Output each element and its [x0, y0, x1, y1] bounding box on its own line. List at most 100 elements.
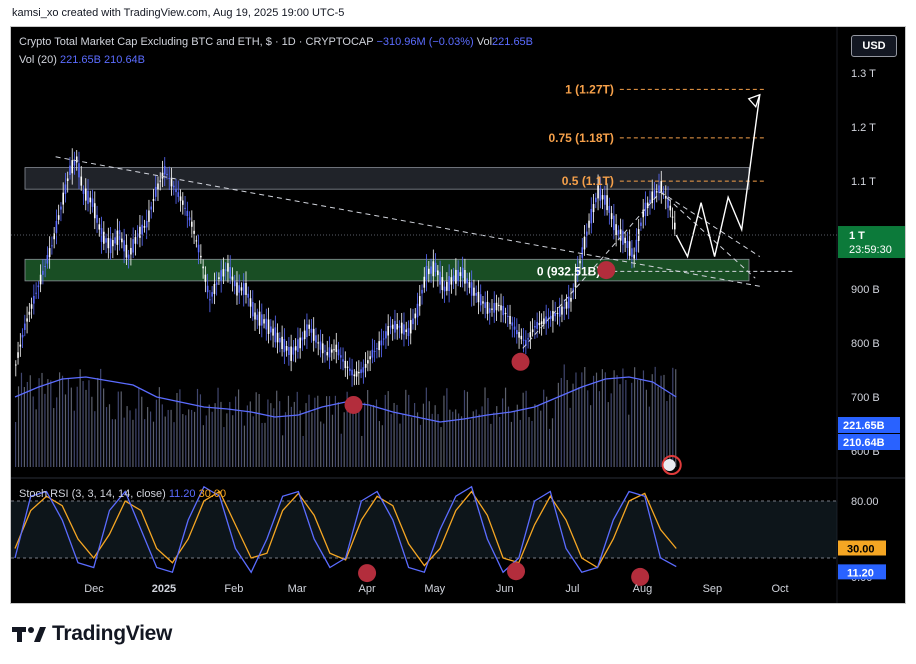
volume-bar — [675, 369, 677, 467]
volume-bar — [628, 414, 630, 467]
candle — [53, 233, 55, 240]
volume-bar — [613, 370, 615, 467]
candle — [387, 326, 389, 336]
chart-canvas[interactable]: 1 (1.27T) 0.75 (1.18T) 0.5 (1.1T) 0 (932.51… — [11, 27, 905, 603]
volume-bar — [141, 396, 143, 467]
volume-bar — [261, 422, 263, 467]
stoch-label[interactable]: Stoch RSI (3, 3, 14, 14, close) — [19, 488, 166, 500]
volume-bar — [431, 413, 433, 467]
candle — [26, 318, 28, 322]
candle — [326, 352, 329, 356]
volume-bar — [32, 396, 34, 467]
volume-bar — [390, 414, 392, 467]
candle — [380, 340, 383, 346]
candle — [75, 156, 78, 163]
fib-label: 0 (932.51B) — [537, 264, 600, 278]
candle — [412, 318, 414, 325]
candle — [292, 347, 295, 355]
volume-bar — [155, 399, 158, 467]
volume-bar — [499, 416, 501, 467]
candle — [179, 196, 182, 201]
candle — [28, 311, 31, 315]
candle — [504, 312, 507, 314]
candle — [351, 369, 353, 376]
chart-panel[interactable]: 1 (1.27T) 0.75 (1.18T) 0.5 (1.1T) 0 (932.51… — [10, 26, 906, 604]
volume-bar — [346, 391, 348, 467]
candle — [516, 330, 518, 335]
candle — [42, 270, 44, 275]
candle — [229, 267, 231, 279]
volume-bar — [161, 404, 163, 467]
candle — [44, 266, 46, 268]
candle — [317, 342, 320, 344]
volume-bar — [496, 406, 498, 467]
low-marker — [597, 261, 616, 280]
candle — [107, 238, 110, 249]
candle — [193, 230, 195, 234]
candle — [475, 293, 477, 296]
candle — [93, 203, 96, 219]
candle — [330, 349, 333, 353]
candle — [599, 188, 602, 201]
candle — [66, 178, 69, 182]
volume-bar — [355, 396, 357, 467]
candle — [89, 197, 92, 203]
volume-bar — [507, 406, 510, 467]
volume-bar — [47, 379, 49, 467]
volume-bar — [384, 394, 386, 467]
candle — [604, 195, 606, 205]
currency-button[interactable]: USD — [851, 35, 897, 57]
y-tick-label: 1.2 T — [851, 122, 876, 134]
volume-bar — [540, 410, 542, 467]
volume-bar — [111, 419, 114, 467]
volume-bar — [53, 408, 55, 467]
volume-bar — [302, 435, 304, 467]
volume-bar — [657, 386, 659, 467]
volume-bar — [631, 382, 633, 467]
volume-bar — [123, 417, 125, 467]
volume-bar — [349, 400, 351, 467]
candle — [360, 369, 362, 374]
candle — [434, 262, 437, 272]
candle — [513, 326, 516, 330]
candle — [543, 318, 545, 325]
stoch-low-marker — [358, 564, 377, 583]
candle — [565, 301, 568, 309]
candle — [125, 244, 128, 258]
candle — [538, 322, 541, 326]
volume-bar — [639, 378, 642, 467]
vol20-label[interactable]: Vol (20) — [19, 54, 57, 66]
symbol-title[interactable]: Crypto Total Market Cap Excluding BTC an… — [19, 36, 374, 48]
volume-bar — [29, 375, 31, 467]
volume-bar — [273, 408, 275, 467]
candle — [55, 220, 58, 233]
volume-bar — [590, 405, 592, 467]
candle — [215, 282, 218, 285]
candle — [163, 166, 166, 175]
volume-bar — [202, 425, 204, 467]
price-change: −310.96M (−0.03%) — [376, 36, 474, 48]
candle — [267, 319, 270, 334]
candle — [258, 311, 261, 326]
candle — [335, 344, 338, 352]
volume-bar — [232, 415, 234, 467]
volume-bar — [191, 409, 193, 467]
volume-bar — [592, 375, 595, 467]
volume-bar — [569, 407, 571, 467]
candle — [21, 334, 24, 338]
candle — [310, 328, 313, 333]
volume-bar — [281, 435, 284, 467]
volume-bar — [546, 396, 548, 467]
stoch-low-marker — [631, 567, 650, 586]
candle — [631, 248, 633, 257]
volume-bar — [645, 389, 647, 467]
volume-bar — [59, 372, 61, 467]
volume-bar — [484, 387, 486, 467]
countdown-label: 23:59:30 — [849, 244, 892, 256]
candle — [450, 277, 453, 285]
volume-bar — [516, 404, 518, 467]
candle — [299, 337, 301, 349]
volume-bar — [378, 421, 381, 467]
volume-bar — [510, 421, 513, 467]
candle — [206, 285, 209, 293]
